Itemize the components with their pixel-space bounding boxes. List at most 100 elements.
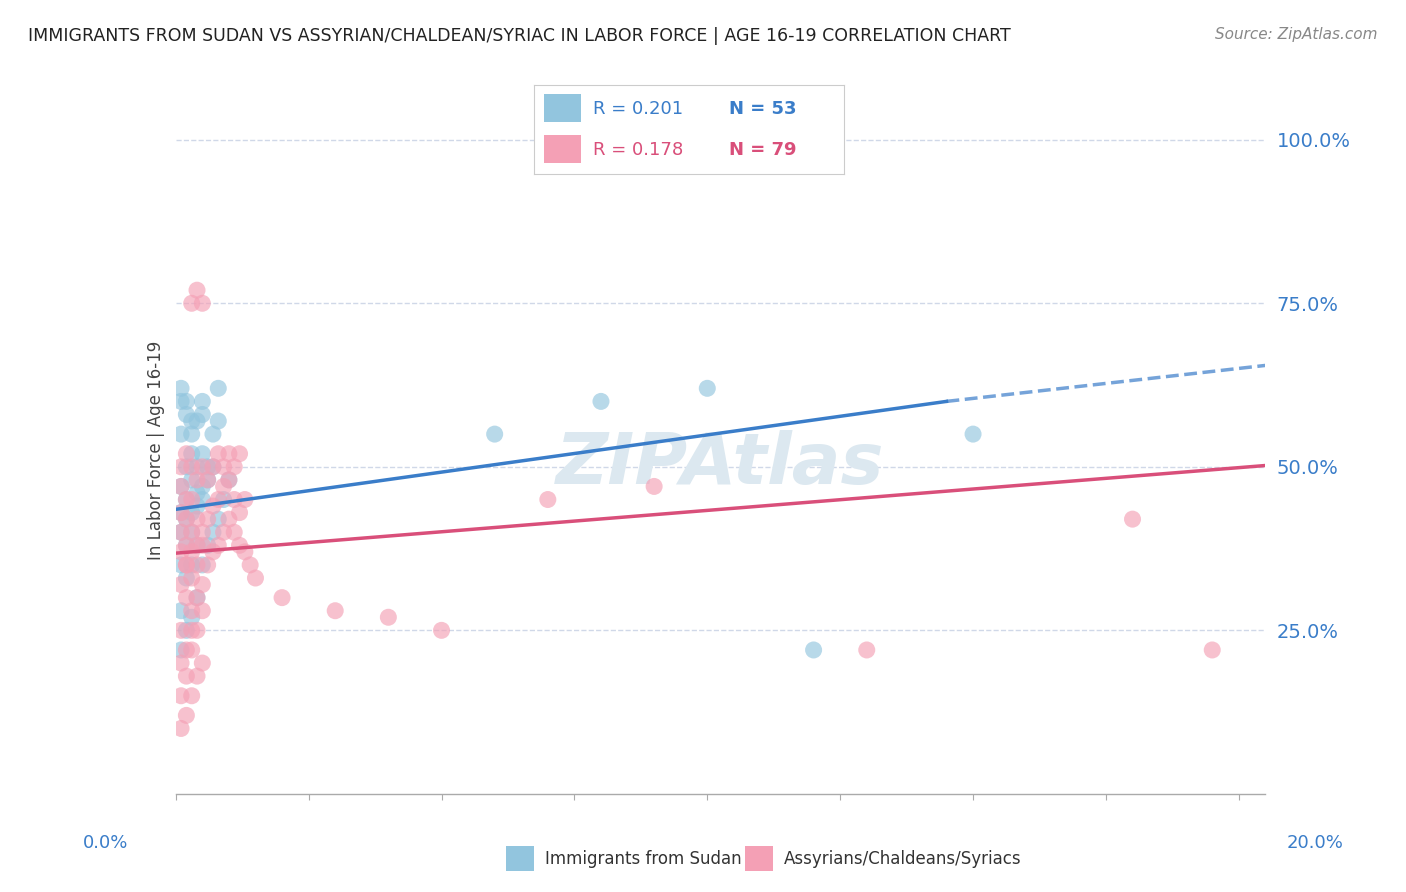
Point bbox=[186, 414, 208, 428]
Point bbox=[176, 591, 198, 605]
Point bbox=[197, 459, 219, 474]
Point bbox=[201, 545, 224, 559]
Point bbox=[191, 538, 214, 552]
Point bbox=[191, 296, 214, 310]
Point bbox=[224, 459, 246, 474]
Point bbox=[191, 459, 214, 474]
Point bbox=[186, 459, 208, 474]
Point bbox=[170, 479, 193, 493]
Point bbox=[176, 492, 198, 507]
Point bbox=[643, 479, 665, 493]
Point bbox=[180, 610, 202, 624]
Point bbox=[170, 394, 193, 409]
Point bbox=[180, 545, 202, 559]
Point bbox=[176, 492, 198, 507]
Bar bbox=[506, 847, 534, 871]
Point bbox=[191, 447, 214, 461]
Point bbox=[207, 381, 229, 395]
Point bbox=[170, 427, 193, 442]
Point bbox=[170, 381, 193, 395]
Text: Assyrians/Chaldeans/Syriacs: Assyrians/Chaldeans/Syriacs bbox=[785, 849, 1022, 868]
Point bbox=[218, 447, 240, 461]
Point bbox=[170, 506, 193, 520]
Point bbox=[176, 512, 198, 526]
Point bbox=[170, 525, 193, 540]
Y-axis label: In Labor Force | Age 16-19: In Labor Force | Age 16-19 bbox=[146, 341, 165, 560]
Bar bbox=[745, 847, 773, 871]
Point bbox=[191, 525, 214, 540]
Point bbox=[170, 525, 193, 540]
Point bbox=[197, 473, 219, 487]
Point bbox=[176, 408, 198, 422]
Point bbox=[201, 459, 224, 474]
Point bbox=[1201, 643, 1223, 657]
Point bbox=[803, 643, 825, 657]
Point bbox=[201, 459, 224, 474]
Point bbox=[191, 394, 214, 409]
Point bbox=[271, 591, 294, 605]
Point bbox=[180, 447, 202, 461]
Point bbox=[176, 394, 198, 409]
Point bbox=[239, 558, 262, 572]
Text: R = 0.178: R = 0.178 bbox=[593, 141, 683, 159]
Point bbox=[180, 473, 202, 487]
Point bbox=[170, 624, 193, 638]
Point bbox=[180, 459, 202, 474]
Point bbox=[207, 447, 229, 461]
Point bbox=[180, 296, 202, 310]
Point bbox=[201, 499, 224, 513]
Point bbox=[191, 656, 214, 670]
Point bbox=[186, 558, 208, 572]
Text: N = 53: N = 53 bbox=[730, 100, 797, 118]
Point bbox=[186, 486, 208, 500]
Point bbox=[170, 479, 193, 493]
Point bbox=[176, 447, 198, 461]
Point bbox=[207, 512, 229, 526]
Text: Immigrants from Sudan: Immigrants from Sudan bbox=[546, 849, 741, 868]
Point bbox=[224, 525, 246, 540]
Point bbox=[228, 506, 250, 520]
Text: N = 79: N = 79 bbox=[730, 141, 797, 159]
Point bbox=[228, 538, 250, 552]
Point bbox=[197, 512, 219, 526]
Point bbox=[207, 492, 229, 507]
Point bbox=[180, 643, 202, 657]
Point bbox=[186, 512, 208, 526]
Point bbox=[176, 512, 198, 526]
Point bbox=[191, 492, 214, 507]
Point bbox=[207, 538, 229, 552]
Point bbox=[170, 577, 193, 591]
Point bbox=[176, 624, 198, 638]
Point bbox=[245, 571, 267, 585]
Point bbox=[233, 492, 256, 507]
Point bbox=[180, 506, 202, 520]
Point bbox=[180, 427, 202, 442]
Point bbox=[201, 427, 224, 442]
Point bbox=[430, 624, 453, 638]
Point bbox=[197, 558, 219, 572]
Point bbox=[537, 492, 560, 507]
Point bbox=[186, 283, 208, 297]
Bar bbox=[544, 94, 581, 122]
Point bbox=[197, 473, 219, 487]
Point bbox=[186, 669, 208, 683]
Point bbox=[191, 558, 214, 572]
Point bbox=[377, 610, 399, 624]
Point bbox=[176, 459, 198, 474]
Point bbox=[962, 427, 984, 442]
Point bbox=[218, 473, 240, 487]
Point bbox=[228, 447, 250, 461]
Point bbox=[218, 512, 240, 526]
Point bbox=[170, 459, 193, 474]
Point bbox=[191, 577, 214, 591]
Point bbox=[1121, 512, 1143, 526]
Point bbox=[696, 381, 718, 395]
Text: R = 0.201: R = 0.201 bbox=[593, 100, 683, 118]
Point bbox=[180, 689, 202, 703]
Point bbox=[180, 414, 202, 428]
Point bbox=[218, 473, 240, 487]
Point bbox=[855, 643, 877, 657]
Point bbox=[212, 492, 235, 507]
Point bbox=[484, 427, 506, 442]
Point bbox=[191, 479, 214, 493]
